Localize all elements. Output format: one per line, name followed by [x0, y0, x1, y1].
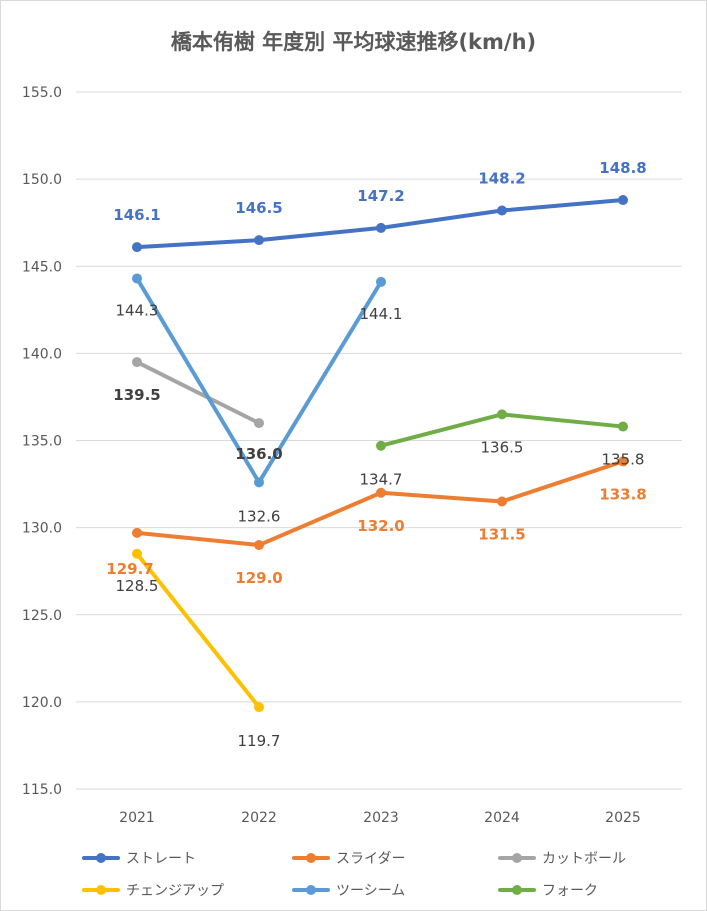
data-label: 136.0: [235, 445, 282, 463]
y-tick-label: 150.0: [22, 172, 62, 188]
legend-marker: [96, 853, 106, 863]
data-label: 128.5: [116, 577, 159, 595]
y-tick-label: 145.0: [22, 259, 62, 275]
data-point: [376, 276, 386, 287]
data-label: 129.7: [106, 560, 153, 578]
data-label: 146.1: [113, 206, 160, 224]
legend-marker: [96, 885, 106, 895]
data-label: 134.7: [360, 471, 403, 489]
data-label: 147.2: [357, 187, 404, 205]
legend-label: ツーシーム: [336, 883, 405, 899]
data-label: 144.1: [360, 305, 403, 323]
data-point: [376, 222, 386, 233]
x-tick-label: 2023: [363, 810, 399, 826]
data-label: 148.8: [599, 159, 646, 177]
data-point: [618, 421, 628, 432]
legend-marker: [306, 853, 316, 863]
data-point: [132, 357, 142, 368]
data-point: [497, 205, 507, 216]
y-tick-label: 115.0: [22, 782, 62, 798]
legend-marker: [512, 885, 522, 895]
y-tick-label: 140.0: [22, 346, 62, 362]
legend-marker: [306, 885, 316, 895]
data-label: 148.2: [478, 169, 525, 187]
y-tick-label: 155.0: [22, 85, 62, 101]
data-label: 133.8: [599, 485, 646, 503]
data-point: [618, 456, 628, 467]
legend-label: フォーク: [542, 883, 598, 899]
y-tick-label: 120.0: [22, 695, 62, 711]
y-tick-label: 135.0: [22, 434, 62, 450]
data-label: 144.3: [116, 301, 159, 319]
legend-label: スライダー: [336, 851, 405, 867]
legend-label: カットボール: [542, 851, 626, 867]
data-label: 132.6: [238, 507, 281, 525]
legend-label: チェンジアップ: [126, 883, 224, 899]
data-point: [254, 477, 264, 488]
data-label: 132.0: [357, 517, 404, 535]
data-point: [132, 527, 142, 538]
y-tick-label: 125.0: [22, 608, 62, 624]
x-tick-label: 2025: [605, 810, 641, 826]
x-tick-label: 2024: [484, 810, 520, 826]
data-point: [618, 195, 628, 206]
data-point: [376, 440, 386, 451]
series-line: [135, 360, 261, 426]
y-tick-label: 130.0: [22, 521, 62, 537]
data-point: [497, 409, 507, 420]
data-label: 129.0: [235, 569, 282, 587]
x-tick-label: 2021: [119, 810, 155, 826]
data-point: [132, 273, 142, 284]
legend-marker: [512, 853, 522, 863]
data-point: [254, 418, 264, 429]
data-point: [254, 235, 264, 246]
data-label: 146.5: [235, 199, 282, 217]
x-tick-label: 2022: [241, 810, 277, 826]
data-label: 131.5: [478, 525, 525, 543]
legend-label: ストレート: [126, 851, 196, 867]
series-line: [135, 551, 261, 710]
data-point: [497, 496, 507, 507]
data-point: [132, 242, 142, 253]
data-label: 119.7: [238, 732, 281, 750]
data-point: [254, 540, 264, 551]
data-point: [376, 487, 386, 498]
data-point: [254, 702, 264, 713]
data-point: [132, 548, 142, 559]
data-label: 136.5: [481, 438, 524, 456]
chart-title: 橋本侑樹 年度別 平均球速推移(km/h): [170, 30, 537, 54]
data-label: 135.8: [602, 451, 645, 469]
data-label: 139.5: [113, 386, 160, 404]
